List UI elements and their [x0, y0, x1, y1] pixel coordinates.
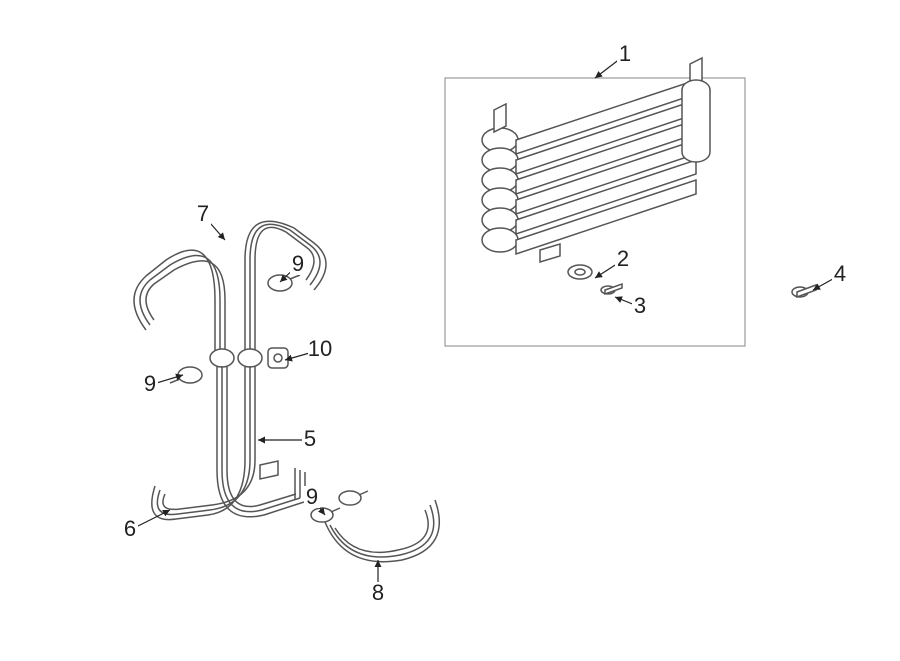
callout-number: 1 [619, 41, 631, 66]
callout-arrowhead [258, 437, 265, 444]
callouts: 1234567899910 [122, 41, 848, 605]
bolt-4 [792, 285, 816, 297]
callout-number: 10 [308, 336, 332, 361]
hose-cluster [134, 221, 439, 562]
callout-number: 5 [304, 426, 316, 451]
callout-number: 9 [306, 484, 318, 509]
callout-arrowhead [595, 71, 603, 78]
callout-number: 9 [292, 251, 304, 276]
callout-arrowhead [595, 271, 603, 278]
callout-number: 6 [124, 516, 136, 541]
callout-number: 4 [834, 261, 846, 286]
callout-number: 8 [372, 580, 384, 605]
callout-number: 9 [144, 371, 156, 396]
callout-number: 2 [617, 246, 629, 271]
callout-number: 3 [634, 293, 646, 318]
oil-cooler [482, 58, 710, 294]
parts-diagram: 1234567899910 [0, 0, 900, 661]
callout-number: 7 [197, 201, 209, 226]
